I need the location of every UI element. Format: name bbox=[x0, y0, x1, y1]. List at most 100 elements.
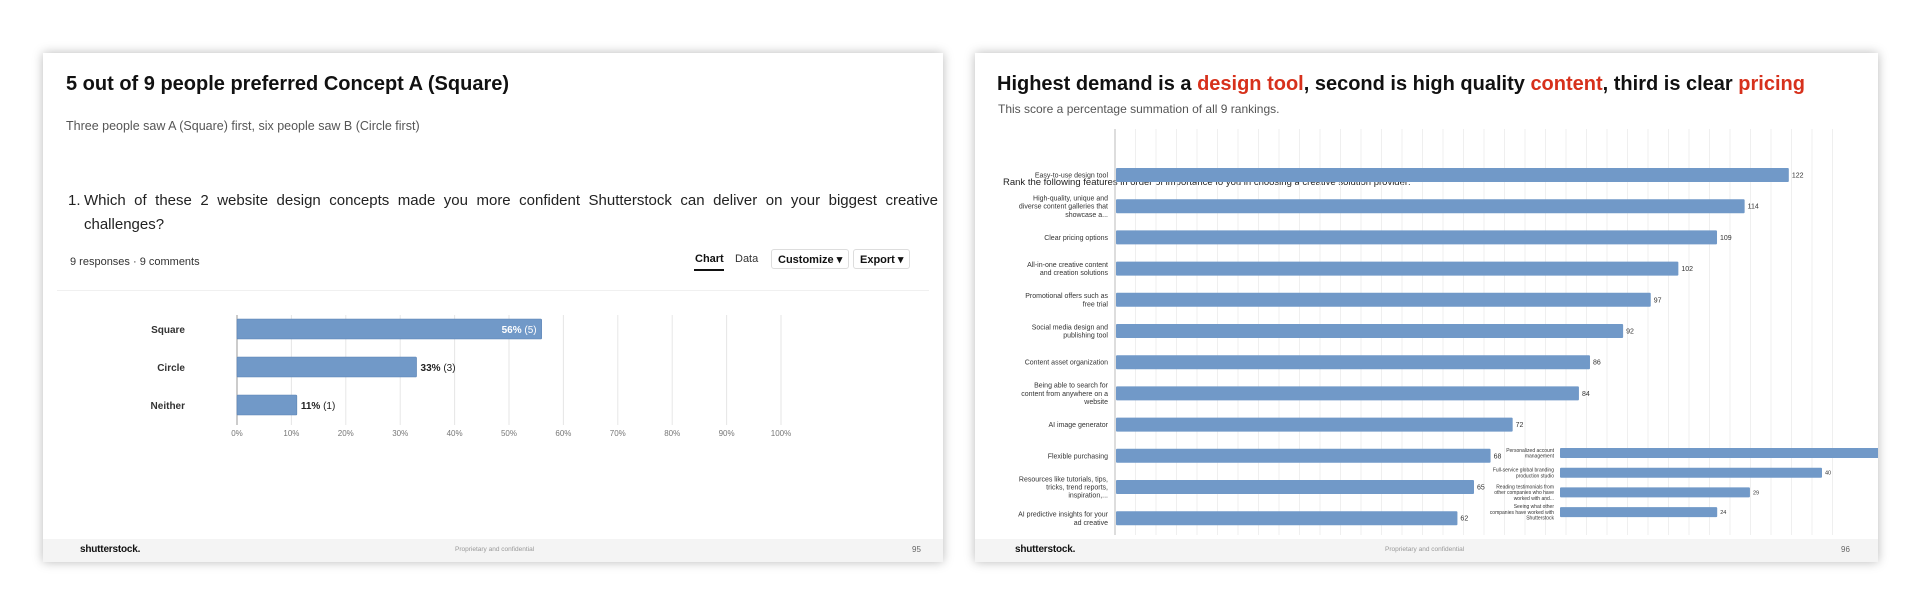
bar bbox=[1116, 448, 1491, 463]
category-label: Neither bbox=[151, 401, 186, 412]
category-label: Promotional offers such as free trial bbox=[1025, 293, 1108, 308]
category-label: Clear pricing options bbox=[1044, 235, 1108, 242]
inset-bar bbox=[1560, 467, 1822, 478]
title-highlight-pricing: pricing bbox=[1738, 73, 1805, 95]
confidential-note: Proprietary and confidential bbox=[455, 546, 535, 553]
inset-category-label-line: Shutterstock bbox=[1526, 516, 1554, 522]
bar bbox=[1116, 511, 1458, 526]
export-label: Export bbox=[860, 254, 895, 266]
data-label: 114 bbox=[1748, 204, 1759, 211]
confidential-note: Proprietary and confidential bbox=[1385, 546, 1465, 553]
tab-data[interactable]: Data bbox=[735, 253, 759, 265]
category-label: All-in-one creative content and creation … bbox=[1027, 262, 1108, 277]
data-label: 68 bbox=[1494, 453, 1502, 460]
category-label: AI image generator bbox=[1048, 422, 1108, 429]
responses-count: 9 responses · 9 comments bbox=[70, 256, 200, 268]
data-label: 72 bbox=[1516, 422, 1524, 429]
question-number: 1. bbox=[68, 192, 81, 209]
x-tick-label: 80% bbox=[664, 429, 680, 438]
customize-dropdown[interactable]: Customize ▾ bbox=[771, 249, 850, 269]
x-tick-label: 30% bbox=[392, 429, 408, 438]
data-label: 97 bbox=[1654, 297, 1662, 304]
category-label-line: Easy-to-use design tool bbox=[1035, 173, 1109, 180]
feature-ranking-chart: Easy-to-use design tool 122 High-quality, … bbox=[1018, 129, 1878, 535]
data-label: 109 bbox=[1720, 235, 1732, 242]
category-label-line: content from anywhere on a bbox=[1021, 391, 1108, 398]
bar bbox=[1116, 261, 1679, 276]
bar bbox=[1116, 292, 1651, 307]
bar bbox=[1116, 386, 1579, 401]
data-label-value: 33% bbox=[421, 363, 444, 374]
x-tick-label: 70% bbox=[610, 429, 626, 438]
data-label: 102 bbox=[1681, 266, 1693, 273]
customize-label: Customize bbox=[778, 254, 834, 266]
category-label: AI predictive insights for your ad creati… bbox=[1018, 512, 1109, 527]
category-label-line: Clear pricing options bbox=[1044, 235, 1108, 242]
data-label: 65 bbox=[1477, 485, 1485, 492]
inset-category-label: Personalized account management bbox=[1506, 448, 1554, 460]
active-tab-indicator bbox=[694, 269, 724, 271]
category-label-line: and creation solutions bbox=[1040, 270, 1109, 277]
category-label: Resources like tutorials, tips, tricks, t… bbox=[1019, 476, 1108, 499]
inset-category-label: Seeing what other companies have worked w… bbox=[1490, 504, 1555, 522]
category-label: Square bbox=[151, 325, 185, 336]
x-tick-label: 10% bbox=[283, 429, 299, 438]
title-highlight-content: content bbox=[1530, 73, 1603, 95]
category-label-line: High-quality, unique and bbox=[1033, 196, 1108, 203]
x-tick-label: 90% bbox=[719, 429, 735, 438]
category-label: Being able to search for content from any… bbox=[1021, 383, 1108, 406]
slide-title: 5 out of 9 people preferred Concept A (S… bbox=[66, 73, 510, 95]
inset-data-label: 40 bbox=[1825, 471, 1831, 477]
data-label-count: (5) bbox=[524, 325, 536, 336]
inset-category-label-line: management bbox=[1525, 454, 1555, 460]
data-label-count: (3) bbox=[443, 363, 455, 374]
chevron-down-icon: ▾ bbox=[897, 254, 904, 266]
title-part: , third is clear bbox=[1602, 73, 1739, 95]
category-label-line: website bbox=[1083, 399, 1108, 406]
category-label-line: All-in-one creative content bbox=[1027, 262, 1108, 269]
data-label-value: 11% bbox=[301, 401, 323, 412]
category-label-line: Content asset organization bbox=[1025, 360, 1108, 367]
category-label-line: Flexible purchasing bbox=[1048, 453, 1108, 460]
divider bbox=[57, 290, 929, 291]
inset-category-label-line: other companies who have bbox=[1494, 490, 1554, 496]
inset-category-label-line: companies have worked with bbox=[1490, 510, 1554, 516]
bar bbox=[1116, 417, 1513, 432]
data-label: 56% (5) bbox=[502, 325, 537, 336]
category-label: Social media design and publishing tool bbox=[1032, 324, 1109, 339]
tab-chart[interactable]: Chart bbox=[695, 253, 724, 265]
category-label-line: ad creative bbox=[1074, 520, 1108, 527]
bar bbox=[1116, 230, 1718, 245]
category-label-line: Promotional offers such as bbox=[1025, 293, 1108, 300]
title-part: Highest demand is a bbox=[997, 73, 1198, 95]
inset-category-label: Reading testimonials from other companies… bbox=[1494, 484, 1554, 502]
bar bbox=[1116, 168, 1789, 182]
category-label: Circle bbox=[157, 363, 185, 374]
category-label-line: AI predictive insights for your bbox=[1018, 512, 1109, 519]
category-label-line: publishing tool bbox=[1063, 333, 1108, 340]
inset-category-label-line: worked with and... bbox=[1514, 496, 1554, 502]
data-label: 92 bbox=[1626, 329, 1634, 336]
slide-title: Highest demand is a design tool, second … bbox=[997, 73, 1805, 96]
data-label: 84 bbox=[1582, 391, 1590, 398]
page-number: 95 bbox=[912, 545, 921, 554]
x-tick-label: 40% bbox=[447, 429, 463, 438]
page-number: 96 bbox=[1841, 545, 1850, 554]
data-label-value: 56% bbox=[502, 325, 525, 336]
x-tick-label: 60% bbox=[555, 429, 571, 438]
shutterstock-logo: shutterstock. bbox=[1015, 544, 1076, 555]
category-label-line: free trial bbox=[1083, 301, 1109, 308]
category-label-line: diverse content galleries that bbox=[1019, 204, 1108, 211]
inset-category-label-line: Personalized account bbox=[1506, 448, 1554, 454]
bar bbox=[1116, 480, 1474, 494]
inset-category-label-line: Reading testimonials from bbox=[1496, 484, 1554, 490]
chevron-down-icon: ▾ bbox=[836, 254, 843, 266]
inset-category-label-line: Full-service global branding bbox=[1493, 468, 1554, 474]
x-tick-label: 0% bbox=[231, 429, 243, 438]
bar bbox=[1116, 355, 1590, 370]
bar bbox=[1116, 324, 1624, 338]
export-dropdown[interactable]: Export ▾ bbox=[853, 249, 911, 269]
data-label: 122 bbox=[1792, 173, 1804, 180]
data-label-count: (1) bbox=[323, 401, 335, 412]
category-label-line: Being able to search for bbox=[1034, 383, 1109, 390]
